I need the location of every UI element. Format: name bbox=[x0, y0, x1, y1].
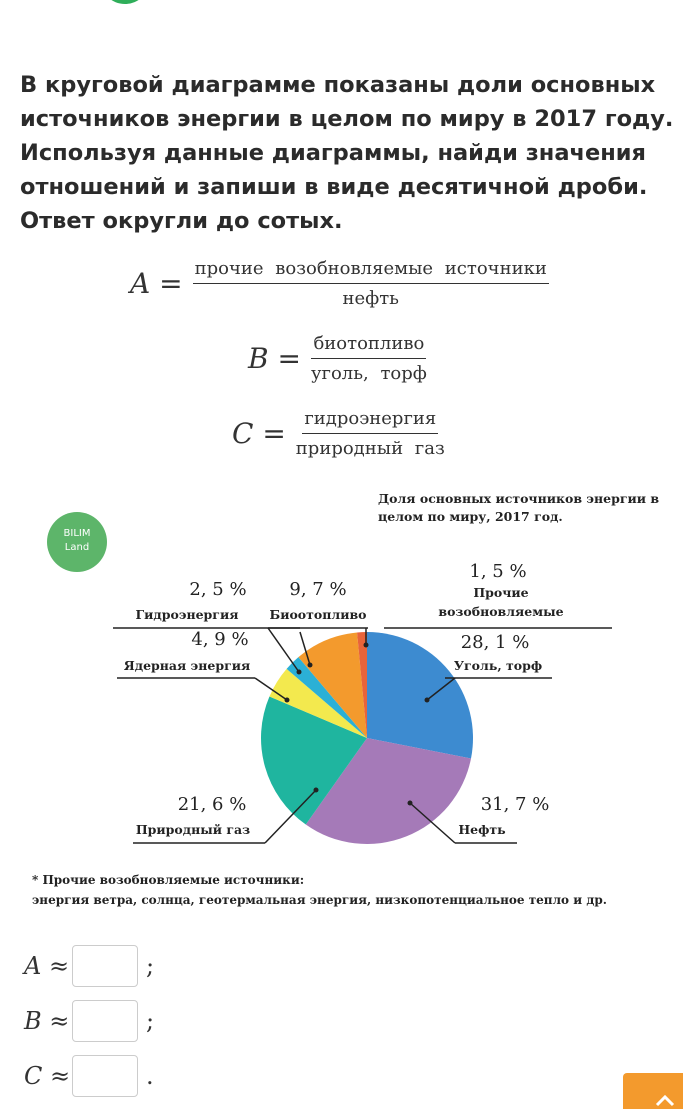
category-label: Природный газ bbox=[136, 822, 250, 837]
category-label: Уголь, торф bbox=[454, 658, 542, 673]
fraction: гидроэнергия природный газ bbox=[296, 408, 445, 459]
category-label: Гидроэнергия bbox=[136, 607, 239, 622]
pie-slice bbox=[286, 657, 367, 738]
pie-slice bbox=[305, 738, 471, 844]
value-label: 31, 7 % bbox=[481, 794, 550, 815]
numerator: прочие возобновляемые источники bbox=[192, 258, 549, 284]
value-label: 21, 6 % bbox=[178, 794, 247, 815]
formula-lhs: B = bbox=[248, 342, 301, 375]
leader-line bbox=[264, 789, 317, 844]
leader-dot bbox=[313, 787, 319, 793]
numerator: биотопливо bbox=[311, 333, 427, 359]
answer-label: C ≈ bbox=[24, 1062, 71, 1090]
footnote: энергия ветра, солнца, геотермальная эне… bbox=[32, 893, 607, 907]
answer-row: B ≈; bbox=[24, 1000, 154, 1042]
leader-dot bbox=[307, 662, 313, 668]
footnote: * Прочие возобновляемые источники: bbox=[32, 873, 304, 887]
leader-dot bbox=[363, 642, 369, 648]
value-label: 28, 1 % bbox=[461, 632, 530, 653]
leader-line bbox=[299, 631, 311, 666]
leader-dot bbox=[407, 800, 413, 806]
top-badge bbox=[100, 0, 150, 4]
fraction: биотопливо уголь, торф bbox=[311, 333, 427, 384]
chart: BILIM Land Доля основных источников энер… bbox=[20, 480, 680, 930]
denominator: уголь, торф bbox=[310, 363, 427, 384]
chevron bbox=[655, 1094, 675, 1107]
punct: ; bbox=[146, 1007, 155, 1035]
leader-line bbox=[426, 677, 456, 701]
question-text: В круговой диаграмме показаны доли основ… bbox=[20, 72, 674, 234]
answer-row: C ≈. bbox=[24, 1055, 154, 1097]
formula-lhs: C = bbox=[232, 417, 286, 450]
category-label: Биоотопливо bbox=[270, 607, 367, 622]
pie-slice bbox=[261, 696, 367, 825]
pie-slice bbox=[367, 632, 473, 759]
chart-title: Доля основных источников энергии в целом… bbox=[378, 491, 660, 524]
pie-slice bbox=[269, 668, 367, 738]
answer-label: A ≈ bbox=[24, 952, 70, 980]
denominator: нефть bbox=[342, 288, 399, 309]
leader-dot bbox=[296, 669, 302, 675]
value-label: 4, 9 % bbox=[191, 629, 248, 650]
value-label: 9, 7 % bbox=[289, 579, 346, 600]
formula: B = биотопливо уголь, торф bbox=[248, 333, 427, 384]
leader-dot bbox=[284, 697, 290, 703]
denominator: природный газ bbox=[295, 438, 445, 459]
numerator: гидроэнергия bbox=[302, 408, 439, 434]
formula: C = гидроэнергия природный газ bbox=[232, 408, 445, 459]
formula: A = прочие возобновляемые источники нефть bbox=[130, 258, 549, 309]
value-label: 2, 5 % bbox=[189, 579, 246, 600]
label-box: Прочие возобновляемые источники * bbox=[438, 585, 564, 625]
answer-label: B ≈ bbox=[24, 1007, 70, 1035]
title-box: Доля основных источников энергии в целом… bbox=[378, 491, 660, 524]
punct: . bbox=[146, 1062, 154, 1090]
formula-lhs: A = bbox=[130, 267, 183, 300]
pie-slice bbox=[298, 632, 367, 738]
answer-row: A ≈; bbox=[24, 945, 154, 987]
logo bbox=[47, 512, 107, 572]
leader-line bbox=[267, 627, 300, 673]
leader-line bbox=[409, 802, 456, 844]
fraction: прочие возобновляемые источники нефть bbox=[192, 258, 549, 309]
category-label: Ядерная энергия bbox=[124, 658, 251, 673]
category-label: Нефть bbox=[458, 822, 505, 837]
leader-dot bbox=[424, 697, 430, 703]
answer-input[interactable] bbox=[72, 1000, 138, 1042]
leader-line bbox=[254, 677, 288, 701]
answer-input[interactable] bbox=[72, 945, 138, 987]
answer-input[interactable] bbox=[72, 1055, 138, 1097]
category-label: Прочие возобновляемые источники * bbox=[438, 585, 564, 625]
scroll-button[interactable] bbox=[623, 1073, 683, 1109]
value-label: 1, 5 % bbox=[469, 561, 526, 582]
punct: ; bbox=[146, 952, 155, 980]
logo-text: Land bbox=[65, 542, 89, 553]
pie-slice bbox=[357, 632, 367, 738]
logo-text: BILIM bbox=[64, 528, 91, 539]
